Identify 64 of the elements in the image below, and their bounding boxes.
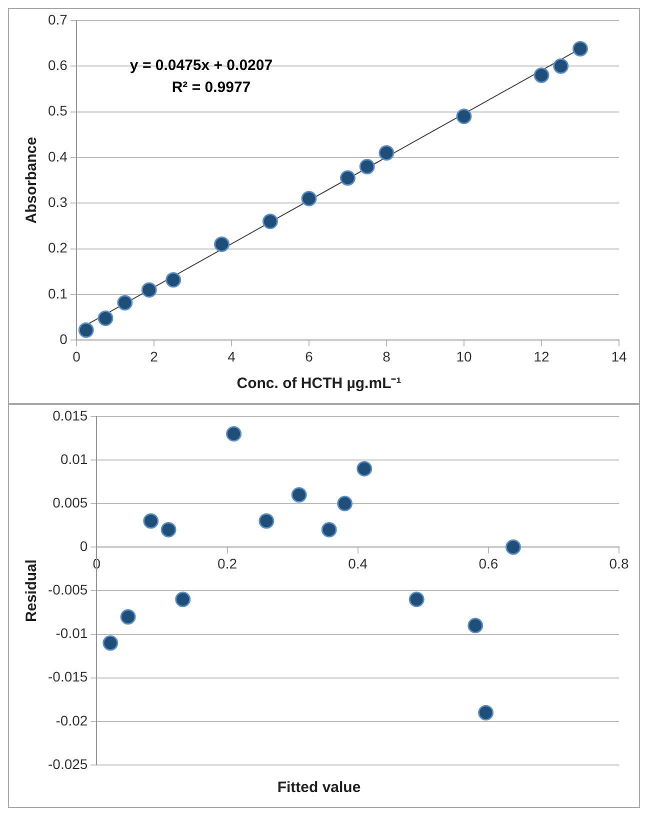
point [478,704,494,720]
x-tick-label: 10 [456,348,472,364]
point [160,522,176,538]
x-tick-label: 6 [305,348,314,364]
point [340,170,356,186]
point [337,496,353,512]
point [456,108,472,124]
y-tick-label: -0.01 [56,625,88,642]
y-tick-label: -0.015 [48,668,88,685]
x-tick-label: 0.8 [609,555,629,572]
y-tick-label: -0.005 [48,582,88,598]
point [356,460,372,476]
y-tick-label: 0.5 [48,102,68,119]
y-axis-title: Residual [23,559,40,622]
y-tick-label: 0.4 [48,148,68,164]
point [359,158,375,174]
y-tick-label: 0.01 [60,450,88,467]
y-tick-label: 0.1 [48,285,68,302]
x-tick-label: 2 [150,348,158,364]
x-tick-label: 0.6 [478,555,498,572]
x-tick-label: 0.4 [348,555,368,572]
point [291,487,307,503]
point [553,58,569,74]
annotation: y = 0.0475x + 0.0207 [130,56,273,74]
x-axis-title: Fitted value [277,779,361,796]
y-axis-title: Absorbance [23,136,40,224]
y-tick-label: 0.6 [48,56,68,73]
point [143,513,159,529]
y-tick-label: 0.2 [48,240,68,256]
point [117,294,133,310]
point [98,310,114,326]
y-tick-label: 0.7 [48,11,68,28]
point [78,322,94,338]
point [321,522,337,538]
y-tick-label: -0.02 [56,712,88,728]
point [534,67,550,83]
point [408,592,424,608]
x-tick-label: 12 [534,348,550,364]
x-tick-label: 4 [228,348,236,364]
y-tick-label: 0.3 [48,194,68,210]
x-tick-label: 8 [382,348,391,364]
x-tick-label: 14 [611,348,627,364]
x-tick-label: 0.2 [218,555,238,572]
point [572,40,588,56]
point [468,618,484,634]
point [102,635,118,651]
point [505,539,521,555]
y-tick-label: 0 [80,538,88,554]
y-tick-label: 0 [60,331,68,348]
point [378,145,394,161]
point [214,236,230,252]
point [226,426,242,442]
point [258,513,274,529]
y-tick-label: 0.015 [52,407,88,424]
y-tick-label: -0.025 [48,756,88,772]
y-tick-label: 0.005 [52,494,88,510]
point [166,272,182,288]
annotation: R² = 0.9977 [172,78,251,96]
point [141,282,157,298]
point [262,214,278,230]
x-axis-title: Conc. of HCTH µg.mL⁻¹ [236,375,402,392]
point [120,609,136,625]
point [301,190,317,206]
point [175,592,191,608]
